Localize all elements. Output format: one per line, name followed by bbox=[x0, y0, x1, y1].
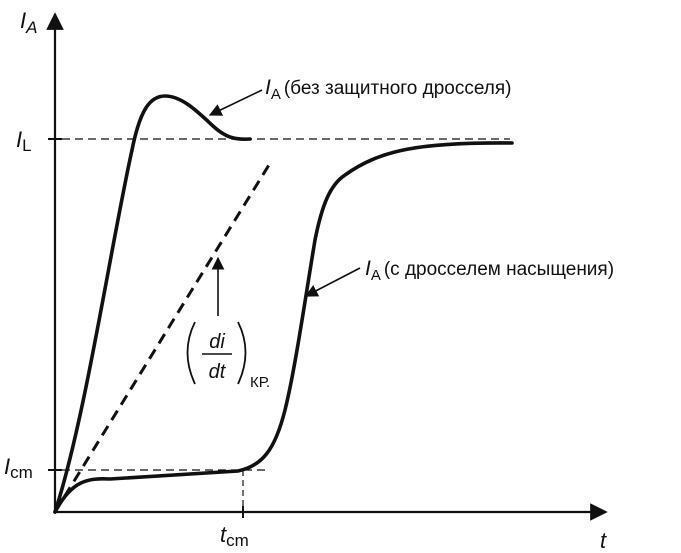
curve-with-choke bbox=[53, 141, 514, 514]
annotation-arrow-with-choke bbox=[304, 267, 361, 297]
il-label: IL bbox=[16, 127, 32, 155]
x-axis-label: t bbox=[600, 528, 607, 553]
critical-slope-line bbox=[53, 159, 274, 513]
formula-numerator: di bbox=[209, 331, 225, 353]
right-paren bbox=[237, 321, 247, 385]
y-axis-label: IA bbox=[20, 8, 37, 37]
annotation-no-choke: IA (без защитного дросселя) bbox=[265, 76, 512, 103]
formula-denominator: dt bbox=[209, 361, 227, 383]
annotation-with-choke: IA (с дросселем насыщения) bbox=[365, 257, 614, 284]
annotation-arrow-no-choke bbox=[208, 89, 263, 116]
icm-label: Icm bbox=[4, 454, 33, 482]
left-paren bbox=[186, 321, 196, 385]
curve-without-choke bbox=[53, 94, 252, 514]
tcm-label: tcm bbox=[220, 522, 249, 550]
formula-subscript: КР. bbox=[250, 374, 270, 391]
critical-slope-formula: di dt КР. bbox=[186, 321, 270, 391]
